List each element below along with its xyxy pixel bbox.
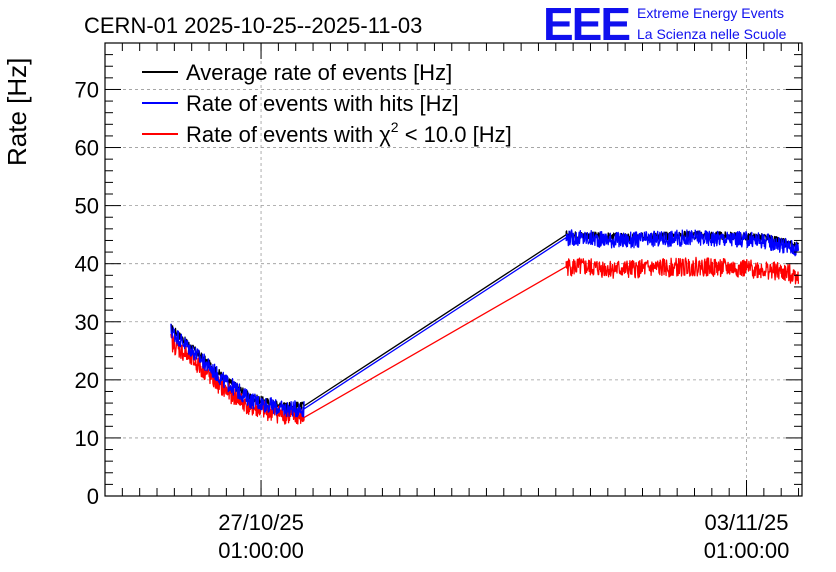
eee-logo-mark: EEE [543, 0, 629, 50]
series-line-1 [170, 229, 800, 418]
y-tick-label-30: 30 [75, 310, 99, 335]
x-tick-date-1: 03/11/25 [705, 510, 789, 535]
legend-chi2-suffix: < 10.0 [Hz] [399, 122, 512, 147]
axis-ticks: 0 10 20 30 40 50 60 70 27/10/25 01:00:00 03/11/25 0… [75, 43, 802, 563]
series-layer [170, 229, 800, 425]
y-tick-label-40: 40 [75, 252, 99, 277]
legend-chi2-superscript: 2 [391, 119, 399, 135]
y-tick-label-50: 50 [75, 194, 99, 219]
legend-label-hits: Rate of events with hits [Hz] [186, 91, 459, 116]
legend: Average rate of events [Hz] Rate of even… [142, 60, 512, 147]
y-tick-label-0: 0 [87, 484, 99, 509]
legend-label-chi2: Rate of events with χ2 < 10.0 [Hz] [186, 119, 512, 147]
y-tick-label-60: 60 [75, 136, 99, 161]
y-tick-label-20: 20 [75, 368, 99, 393]
chart-title: CERN-01 2025-10-25--2025-11-03 [84, 13, 422, 38]
x-tick-time-1: 01:00:00 [704, 538, 790, 563]
plot-frame [104, 42, 803, 497]
x-tick-time-0: 01:00:00 [218, 538, 304, 563]
x-tick-date-0: 27/10/25 [218, 510, 304, 535]
y-tick-label-10: 10 [75, 426, 99, 451]
legend-chi2-symbol: χ [379, 122, 391, 147]
y-axis-label: Rate [Hz] [2, 58, 32, 166]
legend-label-average: Average rate of events [Hz] [186, 60, 452, 85]
y-tick-label-70: 70 [75, 77, 99, 102]
eee-logo-line1: Extreme Energy Events [637, 5, 784, 21]
eee-logo-line2: La Scienza nelle Scuole [637, 26, 787, 42]
eee-logo: EEE Extreme Energy Events La Scienza nel… [543, 0, 787, 50]
legend-chi2-prefix: Rate of events with [186, 122, 379, 147]
